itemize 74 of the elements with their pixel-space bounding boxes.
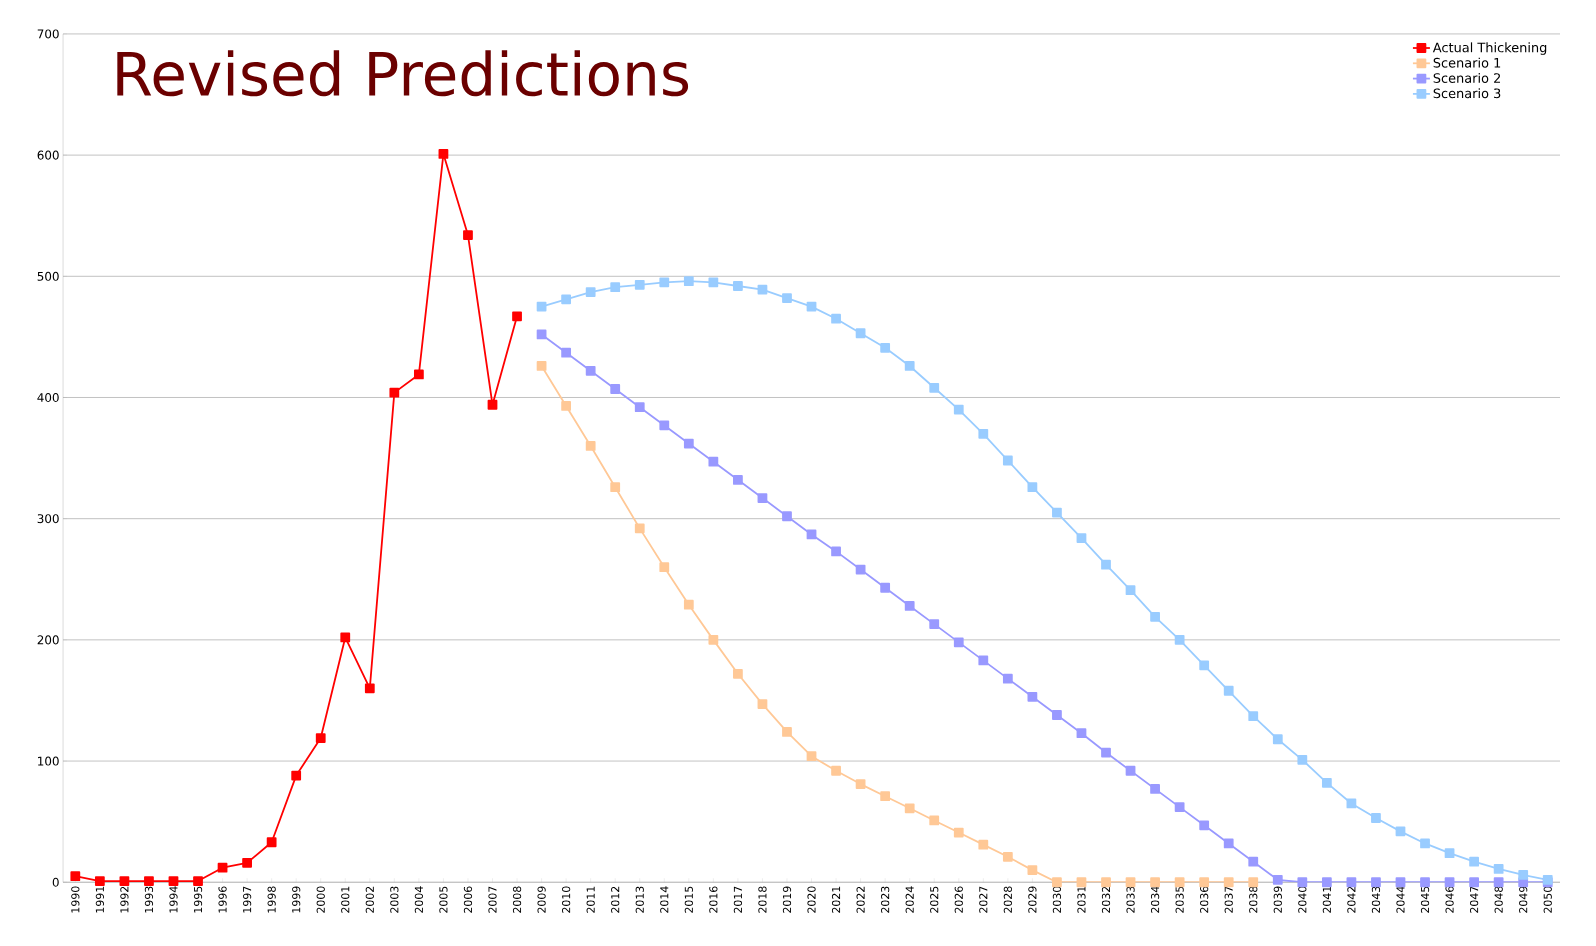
x-tick-label: 1997 [242,886,252,913]
x-tick-label: 1991 [95,886,104,913]
x-tick-label: 1996 [218,886,227,913]
x-tick-label: 2009 [537,886,546,913]
x-tick-label: 1994 [169,886,178,913]
x-tick-label: 2030 [1052,886,1062,913]
x-tick-label: 2014 [660,886,669,913]
x-tick-label: 2036 [1200,886,1209,913]
x-tick-label: 2034 [1150,886,1160,913]
legend-label: Actual Thickening [1432,42,1547,55]
y-tick-label: 700 [37,29,59,39]
x-tick-label: 1992 [120,886,129,913]
x-tick-label: 2027 [979,886,988,913]
x-tick-label: 2020 [807,886,816,913]
x-tick-label: 2028 [1003,886,1012,913]
x-tick-label: 2015 [684,886,693,913]
x-tick-label: 2019 [782,886,792,913]
x-tick-label: 2023 [881,886,890,913]
x-tick-label: 2035 [1175,886,1184,913]
x-tick-label: 2000 [316,886,325,913]
x-tick-label: 2002 [365,886,374,913]
x-tick-label: 2047 [1469,886,1479,913]
x-tick-label: 2001 [341,886,350,913]
x-tick-label: 1990 [71,886,80,913]
x-tick-label: 2025 [930,886,939,913]
x-tick-label: 2032 [1101,886,1111,913]
legend-label: Scenario 1 [1433,57,1501,68]
x-tick-label: 2005 [439,886,448,913]
x-tick-label: 2008 [512,886,522,913]
x-tick-label: 2033 [1126,886,1135,913]
legend-label: Scenario 2 [1433,72,1501,83]
x-tick-label: 2003 [390,886,399,913]
x-tick-label: 1998 [267,886,276,913]
y-tick-label: 400 [37,392,59,402]
y-tick-label: 200 [37,635,59,645]
x-tick-label: 2022 [856,886,865,913]
x-tick-label: 2011 [586,886,595,913]
y-tick-label: 100 [38,756,59,766]
x-tick-label: 2050 [1543,886,1552,913]
x-tick-label: 1993 [144,886,154,913]
x-tick-label: 2031 [1077,886,1086,913]
y-tick-label: 500 [37,271,59,281]
x-tick-label: 2045 [1420,886,1430,913]
chart-title: Revised Predictions [117,50,689,97]
x-tick-label: 2007 [488,886,497,913]
x-tick-label: 2004 [414,886,424,913]
x-tick-label: 2044 [1396,886,1405,913]
x-tick-label: 2016 [709,886,718,913]
x-tick-label: 2048 [1494,886,1503,913]
x-tick-label: 2042 [1347,886,1356,913]
x-tick-label: 2018 [758,886,767,913]
x-tick-label: 2037 [1224,886,1233,913]
y-tick-label: 0 [52,877,59,887]
x-tick-label: 2041 [1322,886,1332,913]
y-tick-label: 300 [37,514,59,524]
x-tick-label: 2049 [1519,886,1528,913]
x-tick-label: 2029 [1028,886,1037,913]
x-tick-label: 2038 [1249,886,1258,913]
x-tick-label: 2043 [1371,886,1381,913]
legend-label: Scenario 3 [1433,88,1501,99]
x-tick-label: 2013 [635,886,644,913]
x-tick-label: 2006 [463,886,473,913]
x-tick-label: 2040 [1298,886,1307,913]
x-tick-label: 2010 [562,886,571,913]
x-tick-label: 2017 [733,886,743,913]
x-tick-label: 2024 [905,886,914,913]
x-tick-label: 1995 [193,886,203,913]
y-tick-label: 600 [37,150,59,160]
x-tick-label: 2012 [611,886,620,913]
x-tick-label: 2021 [831,886,841,913]
x-tick-label: 2039 [1273,886,1282,913]
x-tick-label: 2026 [954,886,963,913]
x-tick-label: 2046 [1445,886,1454,913]
x-tick-label: 1999 [292,886,301,913]
